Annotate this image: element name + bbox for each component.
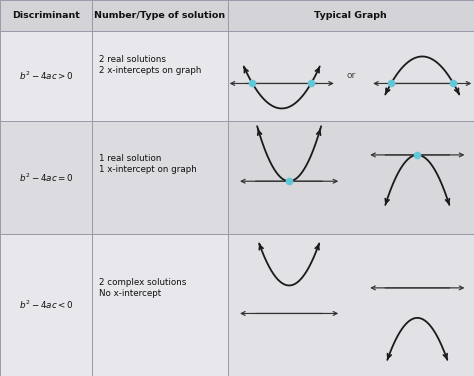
Bar [0, 121, 92, 234]
Text: 1 real solution
1 x-intercept on graph: 1 real solution 1 x-intercept on graph [100, 154, 197, 174]
Bar [92, 121, 228, 234]
Text: 2 real solutions
2 x-intercepts on graph: 2 real solutions 2 x-intercepts on graph [100, 55, 202, 75]
Bar [228, 234, 474, 376]
Text: or: or [346, 71, 356, 80]
Bar [0, 31, 92, 121]
Text: $b^2 - 4ac > 0$: $b^2 - 4ac > 0$ [19, 70, 73, 82]
Bar [92, 0, 228, 31]
Text: Number/Type of solution: Number/Type of solution [94, 11, 226, 20]
Text: $b^2 - 4ac = 0$: $b^2 - 4ac = 0$ [19, 171, 73, 183]
Bar [228, 121, 474, 234]
Text: Typical Graph: Typical Graph [314, 11, 387, 20]
Text: Discriminant: Discriminant [12, 11, 80, 20]
Bar [92, 234, 228, 376]
Bar [228, 0, 474, 31]
Bar [228, 31, 474, 121]
Text: $b^2 - 4ac < 0$: $b^2 - 4ac < 0$ [19, 299, 73, 311]
Bar [0, 0, 92, 31]
Bar [92, 31, 228, 121]
Text: 2 complex solutions
No x-intercept: 2 complex solutions No x-intercept [100, 278, 187, 297]
Bar [0, 234, 92, 376]
